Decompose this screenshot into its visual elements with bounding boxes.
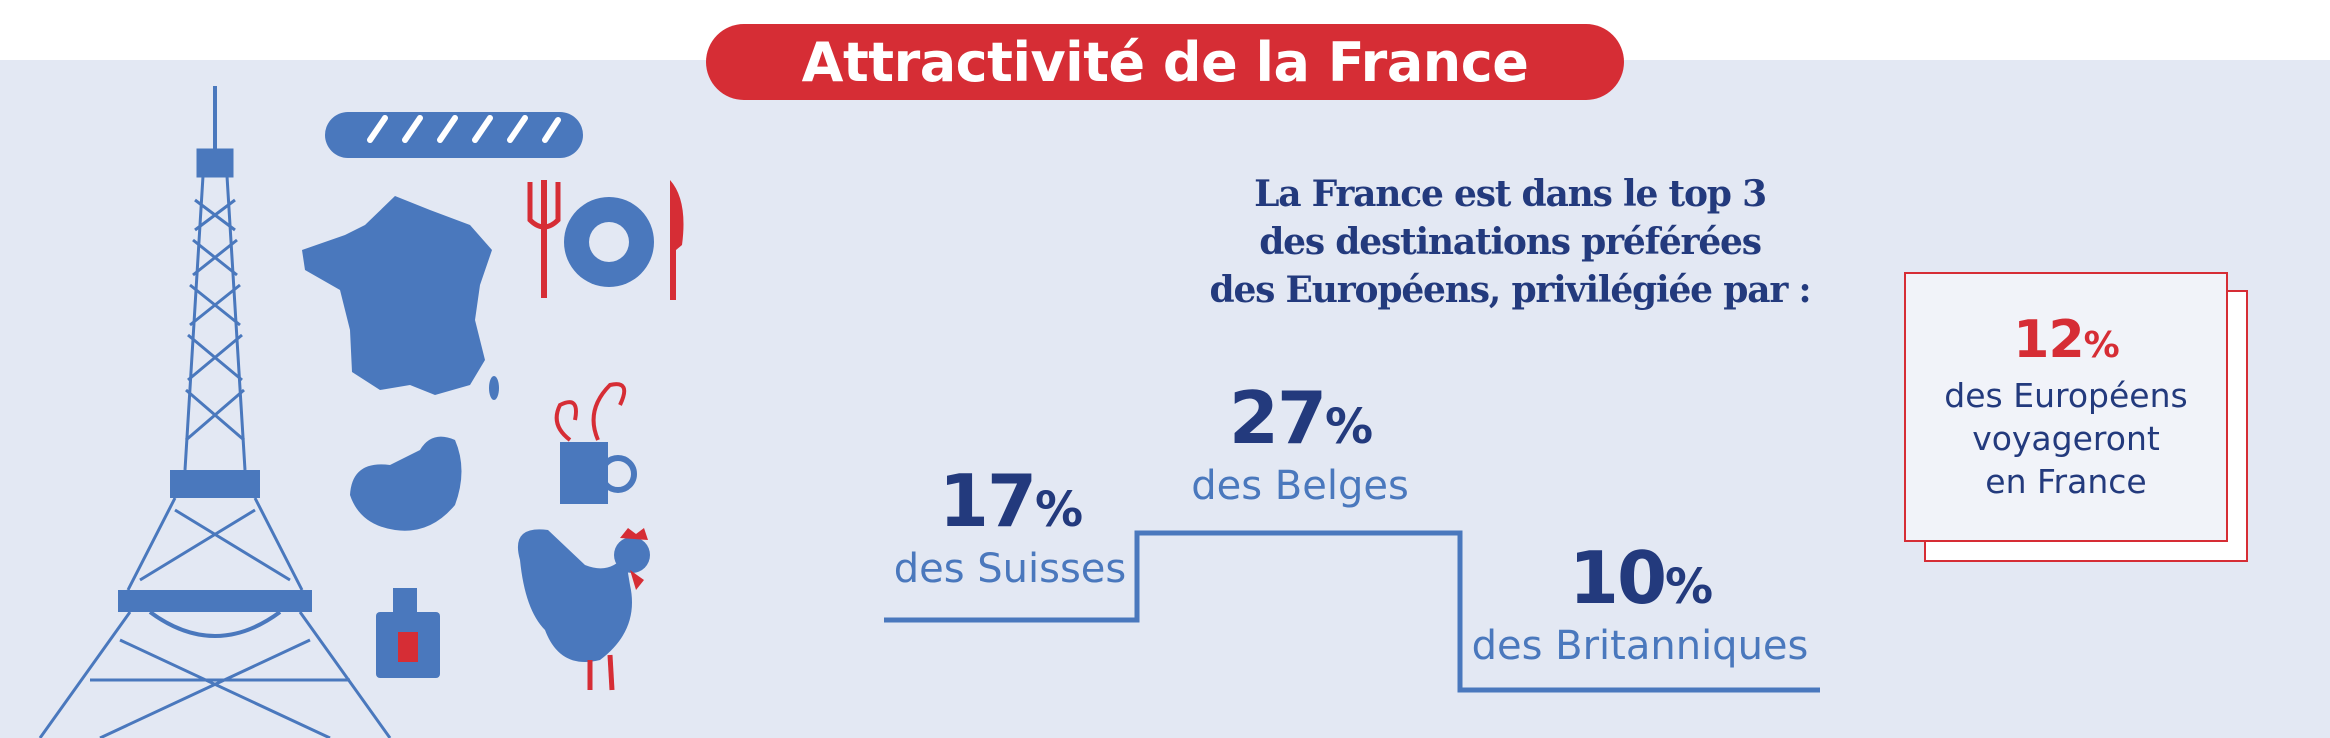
highlight-line-2: voyageront bbox=[1972, 418, 2160, 458]
baguette-icon bbox=[325, 112, 583, 158]
highlight-value: 12% bbox=[2013, 309, 2119, 370]
coffee-mug-icon bbox=[554, 382, 637, 504]
perfume-bottle-icon bbox=[376, 588, 440, 678]
stat-belges-value: 27% bbox=[1228, 376, 1373, 460]
stat-belges: 27% des Belges bbox=[1170, 382, 1430, 509]
croissant-icon bbox=[350, 436, 462, 531]
stat-suisses: 17% des Suisses bbox=[880, 465, 1140, 592]
page-title: Attractivité de la France bbox=[801, 30, 1529, 94]
highlight-line-3: en France bbox=[1985, 461, 2147, 501]
rooster-icon bbox=[517, 528, 650, 691]
highlight-line-1: des Européens bbox=[1944, 375, 2188, 415]
stat-belges-label: des Belges bbox=[1191, 463, 1409, 509]
corsica-icon bbox=[489, 376, 499, 400]
illustrations bbox=[38, 86, 684, 738]
headline: La France est dans le top 3 des destinat… bbox=[960, 170, 2060, 314]
title-banner: Attractivité de la France bbox=[706, 24, 1624, 100]
headline-line-1: La France est dans le top 3 bbox=[1254, 173, 1767, 215]
stat-suisses-value: 17% bbox=[938, 459, 1083, 543]
headline-line-2: des destinations préférées bbox=[1259, 221, 1762, 263]
france-map-icon bbox=[302, 196, 492, 395]
plate-cutlery-icon bbox=[527, 180, 684, 300]
stat-britanniques-label: des Britanniques bbox=[1471, 623, 1809, 669]
headline-line-3: des Européens, privilégiée par : bbox=[1209, 269, 1811, 311]
eiffel-tower-icon bbox=[38, 86, 392, 738]
stat-britanniques: 10% des Britanniques bbox=[1470, 542, 1810, 669]
highlight-card: 12% des Européens voyageront en France bbox=[1904, 272, 2228, 542]
stat-suisses-label: des Suisses bbox=[893, 546, 1127, 592]
stat-britanniques-value: 10% bbox=[1568, 536, 1713, 620]
